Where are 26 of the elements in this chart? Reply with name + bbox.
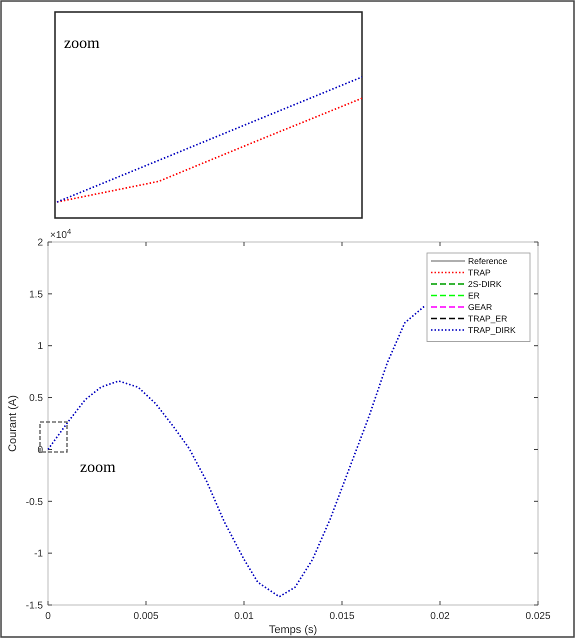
y-tick-label: -0.5 bbox=[26, 496, 44, 508]
y-axis-title: Courant (A) bbox=[7, 395, 19, 452]
x-axis-title: Temps (s) bbox=[268, 624, 318, 636]
legend-label: TRAP bbox=[468, 268, 491, 278]
text: zoom bbox=[64, 35, 100, 52]
y-tick-label: 1.5 bbox=[29, 289, 44, 300]
y-tick-label: 2 bbox=[37, 238, 44, 248]
annotation: zoom bbox=[80, 459, 116, 476]
y-tick-label: -1.5 bbox=[26, 600, 44, 612]
y-tick-label: 0 bbox=[37, 444, 44, 456]
y-tick-label: 0.5 bbox=[29, 393, 44, 404]
legend-label: Reference bbox=[468, 256, 508, 266]
x-tick-label: 0.025 bbox=[525, 611, 551, 622]
x-tick-label: 0.015 bbox=[329, 611, 355, 622]
x-tick-label: 0.005 bbox=[133, 611, 159, 622]
text: ×10$^{4}$ bbox=[50, 226, 72, 241]
legend-label: GEAR bbox=[468, 302, 492, 312]
y-tick-label: -1 bbox=[34, 548, 44, 560]
legend-label: TRAP_DIRK bbox=[468, 325, 516, 335]
legend-label: TRAP_ER bbox=[468, 314, 508, 324]
legend-label: 2S-DIRK bbox=[468, 279, 502, 289]
x-tick-label: 0.01 bbox=[234, 611, 254, 622]
x-tick-label: 0.02 bbox=[430, 611, 450, 622]
y-tick-label: 1 bbox=[37, 341, 44, 352]
x-tick-label: 0 bbox=[45, 611, 52, 622]
legend-label: ER bbox=[468, 290, 480, 300]
